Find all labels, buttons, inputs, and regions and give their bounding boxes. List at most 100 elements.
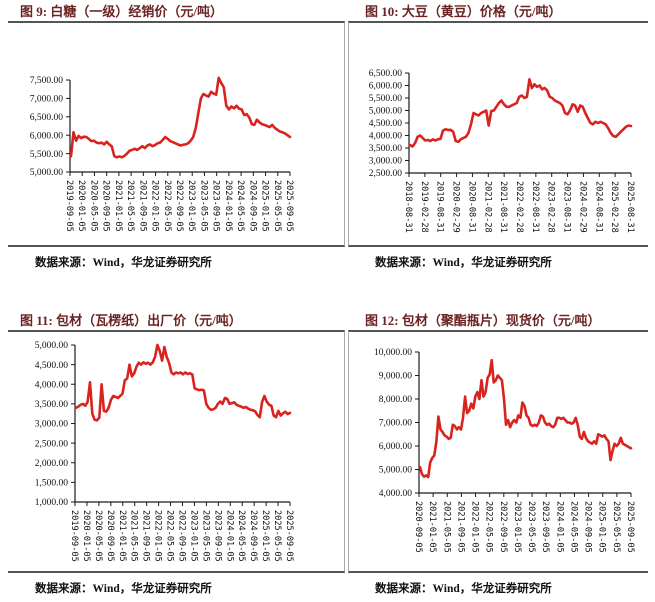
svg-text:2021-01-05: 2021-01-05 bbox=[113, 180, 123, 232]
svg-text:2023-08-31: 2023-08-31 bbox=[562, 181, 572, 233]
svg-text:2021-01-05: 2021-01-05 bbox=[117, 510, 127, 562]
svg-text:5,500.00: 5,500.00 bbox=[30, 150, 64, 160]
svg-text:2022-05-05: 2022-05-05 bbox=[162, 180, 172, 232]
svg-text:2024-09-05: 2024-09-05 bbox=[248, 510, 258, 562]
svg-text:2023-05-05: 2023-05-05 bbox=[198, 180, 208, 232]
svg-text:2020-02-29: 2020-02-29 bbox=[451, 181, 461, 233]
figure-10-chart-box: 2,500.00 3,000.00 3,500.00 4,000.00 4,500.00… bbox=[348, 21, 648, 247]
figure-11-chart-box: 1,000.00 1,500.00 2,000.00 2,500.00 3,000.00… bbox=[8, 330, 345, 573]
svg-text:2025-01-05: 2025-01-05 bbox=[597, 501, 607, 553]
svg-text:2020-01-05: 2020-01-05 bbox=[81, 510, 91, 562]
svg-text:2,500.00: 2,500.00 bbox=[35, 439, 69, 449]
svg-text:2024-01-05: 2024-01-05 bbox=[223, 180, 233, 232]
svg-text:2024-01-05: 2024-01-05 bbox=[554, 501, 564, 553]
svg-text:7,500.00: 7,500.00 bbox=[30, 76, 64, 86]
svg-text:2022-09-05: 2022-09-05 bbox=[174, 180, 184, 232]
svg-text:2023-02-28: 2023-02-28 bbox=[546, 181, 556, 233]
svg-text:2024-02-29: 2024-02-29 bbox=[577, 181, 587, 233]
figure-9-title: 图 9: 白糖（一级）经销价（元/吨） bbox=[20, 4, 223, 19]
svg-text:5,000.00: 5,000.00 bbox=[369, 107, 403, 117]
svg-text:3,500.00: 3,500.00 bbox=[35, 400, 69, 410]
svg-text:6,000.00: 6,000.00 bbox=[30, 131, 64, 141]
svg-text:2023-01-05: 2023-01-05 bbox=[186, 180, 196, 232]
svg-text:2023-05-05: 2023-05-05 bbox=[200, 510, 210, 562]
figure-9-chart-box: 5,000.00 5,500.00 6,000.00 6,500.00 7,000.00… bbox=[8, 21, 345, 247]
svg-text:2020-05-05: 2020-05-05 bbox=[88, 180, 98, 232]
svg-text:2022-09-05: 2022-09-05 bbox=[498, 501, 508, 553]
figure-11-panel: 图 11: 包材（瓦楞纸）出厂价（元/吨） 1,000.00 1,500.00 2,… bbox=[8, 312, 345, 596]
svg-text:2024-09-05: 2024-09-05 bbox=[247, 180, 257, 232]
figure-10-panel: 图 10: 大豆（黄豆）价格（元/吨） 2,500.00 3,000.00 3,50… bbox=[348, 3, 648, 270]
svg-text:2020-09-05: 2020-09-05 bbox=[105, 510, 115, 562]
svg-text:2023-01-05: 2023-01-05 bbox=[188, 510, 198, 562]
svg-text:2023-05-05: 2023-05-05 bbox=[526, 501, 536, 553]
svg-text:1,000.00: 1,000.00 bbox=[35, 498, 69, 508]
svg-text:5,500.00: 5,500.00 bbox=[369, 94, 403, 104]
figure-9-source-note: 数据来源：Wind，华龙证券研究所 bbox=[35, 257, 212, 269]
svg-text:2021-09-05: 2021-09-05 bbox=[455, 501, 465, 553]
svg-text:2021-05-05: 2021-05-05 bbox=[129, 510, 139, 562]
svg-text:2023-09-05: 2023-09-05 bbox=[211, 180, 221, 232]
svg-text:2024-09-05: 2024-09-05 bbox=[583, 501, 593, 553]
figure-12-chart-box: 4,000.00 5,000.00 6,000.00 7,000.00 8,000.00… bbox=[348, 330, 648, 573]
svg-text:5,000.00: 5,000.00 bbox=[35, 341, 69, 351]
svg-text:2024-01-05: 2024-01-05 bbox=[224, 510, 234, 562]
svg-text:2022-05-05: 2022-05-05 bbox=[165, 510, 175, 562]
svg-text:2023-01-05: 2023-01-05 bbox=[512, 501, 522, 553]
svg-text:2020-01-05: 2020-01-05 bbox=[76, 180, 86, 232]
svg-text:2025-01-05: 2025-01-05 bbox=[260, 180, 270, 232]
svg-text:2021-01-05: 2021-01-05 bbox=[427, 501, 437, 553]
svg-text:6,500.00: 6,500.00 bbox=[30, 113, 64, 123]
svg-text:2,500.00: 2,500.00 bbox=[369, 169, 403, 179]
figure-11-source-note: 数据来源：Wind，华龙证券研究所 bbox=[35, 583, 212, 595]
svg-text:2019-08-31: 2019-08-31 bbox=[435, 181, 445, 233]
svg-text:2020-05-05: 2020-05-05 bbox=[93, 510, 103, 562]
svg-text:2022-09-05: 2022-09-05 bbox=[177, 510, 187, 562]
svg-text:4,000.00: 4,000.00 bbox=[35, 380, 69, 390]
svg-text:4,500.00: 4,500.00 bbox=[369, 119, 403, 129]
svg-text:2020-09-05: 2020-09-05 bbox=[413, 501, 423, 553]
svg-text:2025-09-05: 2025-09-05 bbox=[284, 180, 294, 232]
svg-text:7,000.00: 7,000.00 bbox=[30, 95, 64, 105]
svg-text:2021-09-05: 2021-09-05 bbox=[137, 180, 147, 232]
svg-text:2021-08-31: 2021-08-31 bbox=[498, 181, 508, 233]
svg-text:3,000.00: 3,000.00 bbox=[369, 157, 403, 167]
svg-text:2025-05-05: 2025-05-05 bbox=[272, 180, 282, 232]
figure-10-title: 图 10: 大豆（黄豆）价格（元/吨） bbox=[365, 4, 562, 19]
svg-text:2024-05-05: 2024-05-05 bbox=[568, 501, 578, 553]
svg-text:2025-08-31: 2025-08-31 bbox=[625, 181, 635, 233]
svg-text:2025-02-28: 2025-02-28 bbox=[609, 181, 619, 233]
svg-text:2022-05-05: 2022-05-05 bbox=[484, 501, 494, 553]
svg-text:2019-02-28: 2019-02-28 bbox=[419, 181, 429, 233]
svg-text:9,000.00: 9,000.00 bbox=[379, 372, 413, 382]
figure-12-title: 图 12: 包材（聚酯瓶片）现货价（元/吨） bbox=[365, 313, 601, 328]
svg-text:7,000.00: 7,000.00 bbox=[379, 419, 413, 429]
svg-text:2021-09-05: 2021-09-05 bbox=[141, 510, 151, 562]
svg-text:2025-01-05: 2025-01-05 bbox=[260, 510, 270, 562]
svg-text:2020-09-05: 2020-09-05 bbox=[101, 180, 111, 232]
svg-text:2021-05-05: 2021-05-05 bbox=[125, 180, 135, 232]
svg-text:6,500.00: 6,500.00 bbox=[369, 69, 403, 79]
svg-text:8,000.00: 8,000.00 bbox=[379, 395, 413, 405]
svg-text:2018-08-31: 2018-08-31 bbox=[403, 181, 413, 233]
svg-text:6,000.00: 6,000.00 bbox=[369, 82, 403, 92]
svg-text:2024-05-05: 2024-05-05 bbox=[236, 510, 246, 562]
figure-12-panel: 图 12: 包材（聚酯瓶片）现货价（元/吨） 4,000.00 5,000.00 6… bbox=[348, 312, 648, 596]
figure-9-line-chart: 5,000.00 5,500.00 6,000.00 6,500.00 7,000.00… bbox=[30, 76, 294, 232]
svg-text:2022-02-28: 2022-02-28 bbox=[514, 181, 524, 233]
figure-9-panel: 图 9: 白糖（一级）经销价（元/吨） 5,000.00 5,500.00 6,00… bbox=[8, 3, 345, 270]
svg-text:2025-09-05: 2025-09-05 bbox=[284, 510, 294, 562]
svg-text:6,000.00: 6,000.00 bbox=[379, 442, 413, 452]
svg-text:2024-08-31: 2024-08-31 bbox=[593, 181, 603, 233]
svg-text:2022-01-05: 2022-01-05 bbox=[470, 501, 480, 553]
svg-text:4,000.00: 4,000.00 bbox=[369, 132, 403, 142]
svg-text:5,000.00: 5,000.00 bbox=[379, 466, 413, 476]
svg-text:2022-01-05: 2022-01-05 bbox=[150, 180, 160, 232]
svg-text:5,000.00: 5,000.00 bbox=[30, 168, 64, 178]
svg-text:2019-09-05: 2019-09-05 bbox=[69, 510, 79, 562]
svg-text:2025-05-05: 2025-05-05 bbox=[611, 501, 621, 553]
svg-text:2022-01-05: 2022-01-05 bbox=[153, 510, 163, 562]
figure-12-source-note: 数据来源：Wind，华龙证券研究所 bbox=[375, 583, 552, 595]
figure-10-line-chart: 2,500.00 3,000.00 3,500.00 4,000.00 4,500.00… bbox=[369, 69, 635, 233]
